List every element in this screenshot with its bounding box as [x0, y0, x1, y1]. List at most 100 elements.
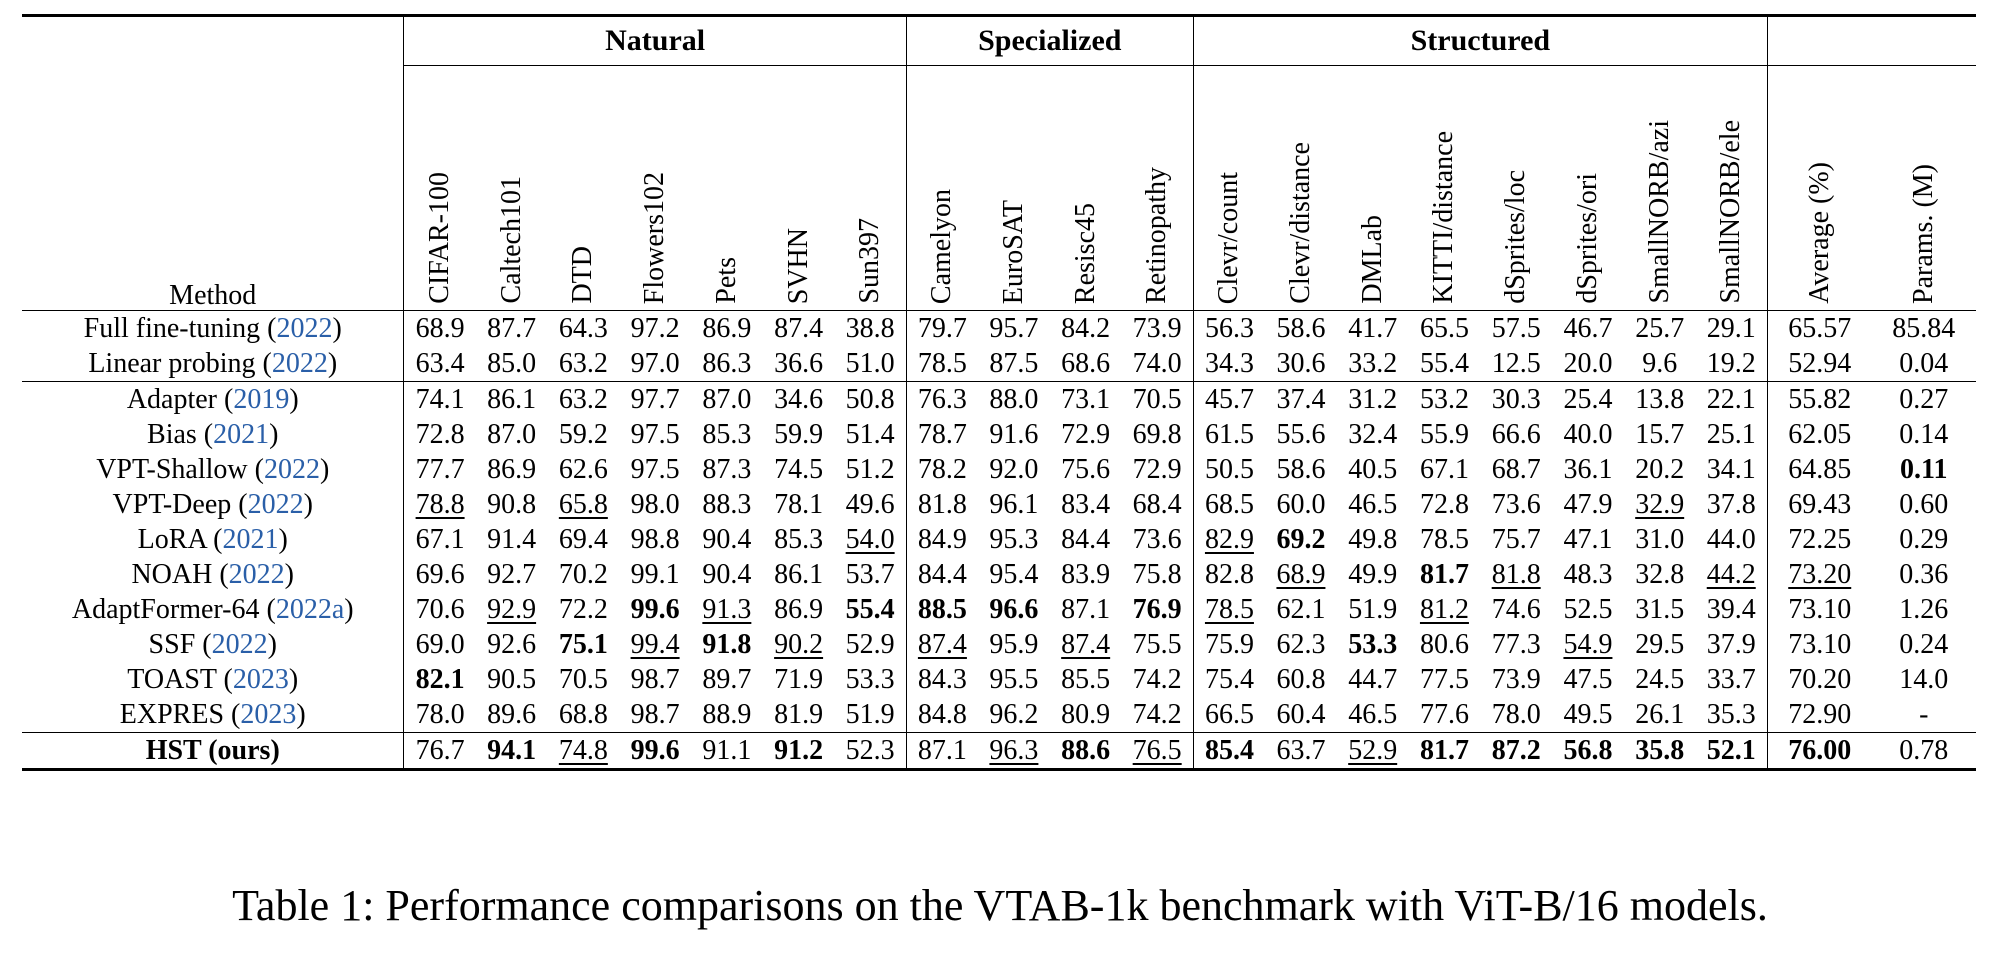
value-cell: 78.0	[403, 697, 476, 733]
cell-value: 84.9	[917, 523, 967, 555]
value-cell: 34.1	[1696, 452, 1768, 487]
value-cell: 52.3	[834, 732, 907, 771]
cell-value: 87.4	[917, 628, 967, 660]
value-cell: 72.90	[1766, 697, 1872, 733]
value-cell: 53.7	[834, 557, 906, 592]
value-cell: 75.7	[1480, 522, 1552, 557]
cell-value: 78.8	[415, 488, 465, 520]
value-cell: 86.9	[763, 592, 835, 627]
value-cell: 83.4	[1050, 487, 1122, 522]
value-cell: 74.5	[763, 452, 835, 487]
cell-value: 66.5	[1204, 698, 1254, 730]
method-cell: Adapter (2019)	[22, 381, 404, 417]
value-cell: 74.2	[1122, 697, 1194, 733]
method-cell: Linear probing (2022)	[88, 347, 338, 379]
cell-value: 53.3	[845, 663, 895, 695]
citation-year-link[interactable]: 2022a	[275, 593, 345, 625]
cell-value: 60.4	[1276, 698, 1326, 730]
value-cell: 60.4	[1265, 697, 1337, 733]
citation-year-link[interactable]: 2022	[228, 558, 285, 590]
cell-value: 91.2	[774, 734, 824, 766]
cell-value: 86.3	[702, 347, 752, 379]
value-cell: 12.5	[1480, 346, 1552, 382]
column-header: Sun397	[834, 65, 907, 311]
cell-value: 56.3	[1204, 312, 1254, 344]
cell-value: 55.4	[845, 593, 895, 625]
cell-value: 87.7	[487, 312, 537, 344]
value-cell: 69.43	[1766, 487, 1872, 522]
cell-value: 51.9	[1348, 593, 1398, 625]
citation-year-link[interactable]: 2021	[213, 418, 270, 450]
value-cell: 31.0	[1624, 522, 1696, 557]
cell-value: 0.04	[1899, 347, 1949, 379]
value-cell: 66.6	[1480, 417, 1552, 452]
value-cell: 29.1	[1695, 310, 1768, 346]
cell-value: 51.0	[845, 347, 895, 379]
value-cell: 87.4	[1050, 627, 1122, 662]
citation-year-link[interactable]: 2023	[232, 663, 289, 695]
value-cell: 75.6	[1050, 452, 1122, 487]
column-header: Pets	[690, 65, 763, 311]
cell-value: 83.9	[1061, 558, 1111, 590]
value-cell: 48.3	[1552, 557, 1624, 592]
value-cell: 81.7	[1408, 732, 1481, 771]
value-cell: 15.7	[1624, 417, 1696, 452]
citation-year-link[interactable]: 2022	[271, 347, 328, 379]
cell-value: 66.6	[1491, 418, 1541, 450]
citation-year-link[interactable]: 2023	[240, 698, 297, 730]
value-cell: 47.5	[1552, 662, 1624, 697]
value-cell: 88.6	[1049, 732, 1122, 771]
citation-year-link[interactable]: 2022	[247, 488, 304, 520]
cell-value: 96.6	[989, 593, 1039, 625]
value-cell: 46.7	[1552, 310, 1624, 346]
value-cell: 78.5	[1192, 592, 1266, 627]
value-cell: 34.3	[1192, 346, 1266, 382]
value-cell: 90.8	[476, 487, 548, 522]
cell-value: 34.6	[774, 383, 824, 415]
cell-value: 20.0	[1563, 347, 1613, 379]
cell-value: 78.2	[917, 453, 967, 485]
cell-value: 97.0	[630, 347, 680, 379]
cell-value: 92.0	[989, 453, 1039, 485]
cell-value: 95.3	[989, 523, 1039, 555]
value-cell: 81.7	[1409, 557, 1481, 592]
cell-value: -	[1919, 698, 1929, 730]
method-name: NOAH	[131, 558, 213, 590]
value-cell: 72.9	[1050, 417, 1122, 452]
method-name: EXPRES	[119, 698, 225, 730]
citation-year-link[interactable]: 2022	[263, 453, 320, 485]
value-cell: 79.7	[905, 310, 979, 346]
value-cell: 85.3	[691, 417, 763, 452]
cell-value: 82.1	[415, 663, 465, 695]
column-header-label: Average (%)	[1803, 162, 1835, 304]
value-cell: 63.2	[547, 346, 619, 382]
cell-value: 73.6	[1132, 523, 1182, 555]
cell-value: 74.1	[415, 383, 465, 415]
cell-value: 85.4	[1204, 734, 1254, 766]
cell-value: 87.2	[1491, 734, 1541, 766]
cell-value: 15.7	[1635, 418, 1685, 450]
value-cell: 44.7	[1337, 662, 1409, 697]
value-cell: 86.1	[763, 557, 835, 592]
value-cell: 76.7	[403, 732, 476, 771]
value-cell: 87.4	[762, 310, 835, 346]
cell-value: 49.9	[1348, 558, 1398, 590]
cell-value: 38.8	[845, 312, 895, 344]
cell-value: 37.9	[1706, 628, 1756, 660]
cell-value: 84.8	[917, 698, 967, 730]
value-cell: 94.1	[475, 732, 548, 771]
value-cell: 58.6	[1265, 452, 1337, 487]
citation-year-link[interactable]: 2022	[211, 628, 268, 660]
citation-year-link[interactable]: 2019	[233, 383, 290, 415]
cell-value: 70.5	[558, 663, 608, 695]
cell-value: 84.2	[1061, 312, 1111, 344]
cell-value: 52.1	[1706, 734, 1756, 766]
value-cell: 88.9	[691, 697, 763, 733]
value-cell: 76.9	[1122, 592, 1194, 627]
value-cell: 90.4	[691, 557, 763, 592]
value-cell: 75.9	[1192, 627, 1266, 662]
cell-value: 65.57	[1788, 312, 1852, 344]
column-header: Params. (M)	[1871, 65, 1976, 311]
citation-year-link[interactable]: 2022	[276, 312, 333, 344]
citation-year-link[interactable]: 2021	[222, 523, 279, 555]
